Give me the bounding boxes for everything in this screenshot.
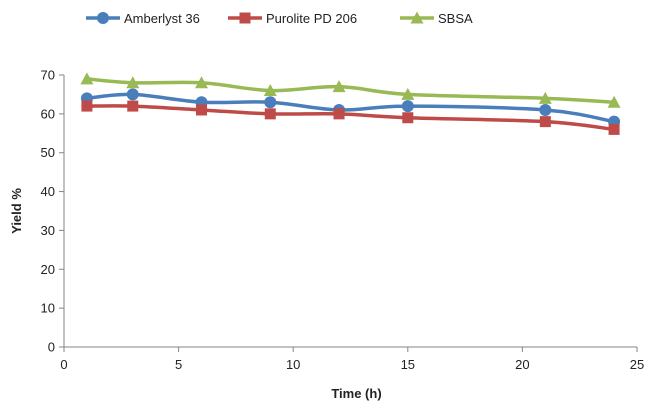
- y-axis-title: Yield %: [9, 188, 24, 234]
- legend-label: Amberlyst 36: [124, 11, 200, 26]
- series-1: [81, 100, 620, 135]
- y-tick-label: 70: [41, 68, 55, 83]
- x-tick-label: 0: [60, 357, 67, 372]
- data-point: [195, 76, 209, 89]
- legend-swatch-marker: [239, 12, 251, 24]
- y-tick-label: 10: [41, 301, 55, 316]
- y-tick-label: 30: [41, 223, 55, 238]
- y-tick-label: 0: [48, 340, 55, 355]
- y-tick-label: 50: [41, 145, 55, 160]
- x-tick-label: 5: [175, 357, 182, 372]
- data-point: [402, 112, 414, 124]
- legend: Amberlyst 36 Purolite PD 206 SBSA: [86, 11, 473, 26]
- data-point: [333, 108, 345, 120]
- data-point: [607, 95, 621, 108]
- data-point: [264, 108, 276, 120]
- data-point: [538, 91, 552, 104]
- legend-item: Purolite PD 206: [228, 11, 357, 26]
- x-tick-label: 10: [286, 357, 300, 372]
- data-point: [196, 104, 208, 116]
- y-tick-label: 20: [41, 262, 55, 277]
- data-point: [127, 100, 139, 112]
- x-tick-label: 20: [515, 357, 529, 372]
- legend-item: Amberlyst 36: [86, 11, 200, 26]
- y-tick-label: 40: [41, 184, 55, 199]
- legend-label: SBSA: [438, 11, 473, 26]
- data-point: [80, 72, 94, 85]
- data-point: [332, 80, 346, 93]
- legend-swatch-marker: [97, 12, 109, 24]
- data-point: [608, 123, 620, 135]
- x-tick-label: 25: [630, 357, 644, 372]
- y-ticks: 0 10 20 30 40 50 60 70: [41, 68, 64, 355]
- x-ticks: 0 5 10 15 20 25: [60, 347, 644, 372]
- series-2: [80, 72, 621, 108]
- series-line: [86, 104, 615, 132]
- data-point: [126, 76, 140, 89]
- axes: [63, 75, 637, 348]
- data-point: [401, 87, 415, 100]
- y-tick-label: 60: [41, 106, 55, 121]
- data-point: [264, 96, 277, 109]
- data-point: [126, 88, 139, 101]
- x-tick-label: 15: [401, 357, 415, 372]
- x-axis-title: Time (h): [331, 386, 381, 401]
- series-line: [86, 77, 615, 104]
- series-line: [86, 92, 615, 124]
- data-point: [539, 103, 552, 116]
- legend-item: SBSA: [400, 11, 473, 26]
- data-point: [263, 84, 277, 97]
- legend-label: Purolite PD 206: [266, 11, 357, 26]
- legend-swatch-marker: [410, 11, 424, 24]
- data-point: [539, 116, 551, 128]
- data-point: [401, 100, 414, 113]
- data-point: [81, 100, 93, 112]
- series-group: [80, 72, 621, 135]
